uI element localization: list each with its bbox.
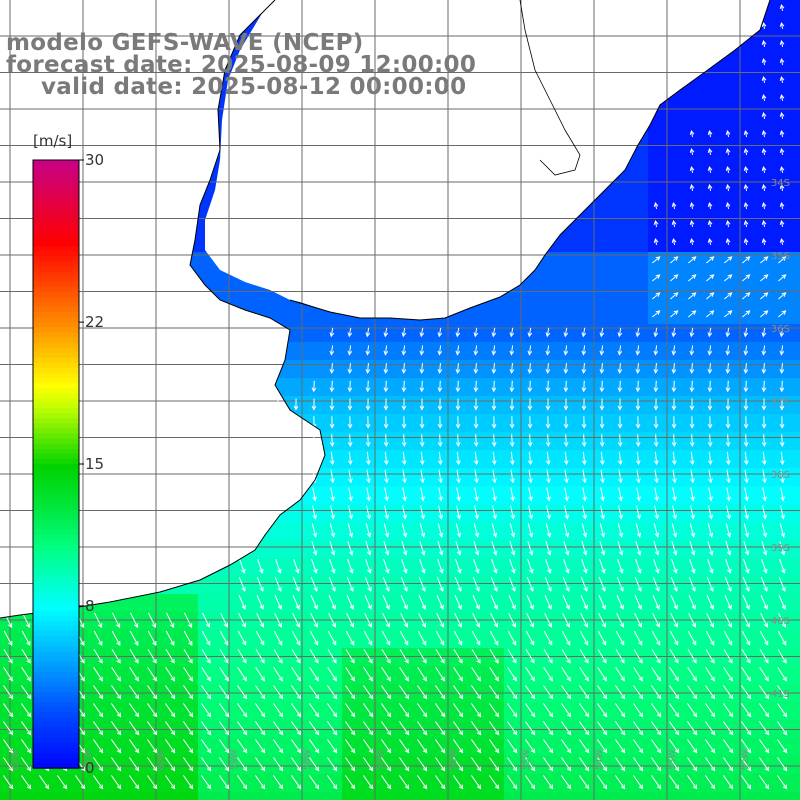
lon-label: 54W [595, 750, 605, 770]
valid-date: valid date: 2025-08-12 00:00:00 [41, 74, 467, 100]
lon-label: 56W [449, 750, 459, 770]
lon-label: 58W [303, 750, 313, 770]
coordinate-labels: 34S 35S 36S 37S 38S 39S 40S 41S 62W 61W 60W 59W 58W 5… [11, 178, 790, 770]
lat-label: 38S [771, 470, 790, 481]
wind-arrows [3, 4, 788, 790]
colorbar-tick-label: 0 [85, 759, 95, 777]
lon-label: 52W [741, 750, 751, 770]
colorbar-tick-label: 30 [85, 151, 105, 169]
lon-label: 59W [230, 750, 240, 770]
colorbar-tick-label: 22 [85, 313, 105, 332]
colorbar-tick-label: 8 [85, 596, 95, 615]
forecast-date: forecast date: 2025-08-09 12:00:00 [6, 52, 477, 78]
lat-label: 35S [771, 251, 790, 262]
lat-label: 36S [771, 324, 790, 335]
lon-label: 55W [522, 750, 532, 770]
lon-label: 60W [157, 750, 167, 770]
lon-label: 62W [11, 750, 21, 770]
lat-label: 39S [771, 543, 790, 554]
lon-label: 57W [376, 750, 386, 770]
colorbar [32, 159, 84, 769]
coastline [0, 0, 771, 619]
colorbar-tick-label: 15 [85, 455, 105, 473]
model-title: modelo GEFS-WAVE (NCEP) [6, 30, 364, 56]
lat-label: 34S [771, 178, 790, 189]
lat-label: 41S [771, 689, 790, 700]
lon-label: 61W [84, 750, 94, 770]
lon-label: 53W [668, 750, 678, 770]
lat-label: 37S [771, 397, 790, 408]
lat-label: 40S [771, 616, 790, 627]
colorbar-unit: [m/s] [33, 132, 73, 150]
